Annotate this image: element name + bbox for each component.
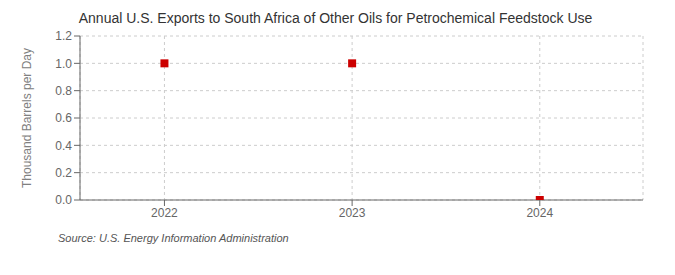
html-text:Source: U.S. Energy Informatio: Source: U.S. Energy Information Administ… (58, 232, 289, 244)
svg-text:0.6: 0.6 (55, 111, 72, 125)
svg-text:0.2: 0.2 (55, 166, 72, 180)
svg-text:1.0: 1.0 (55, 57, 72, 71)
svg-text:0.0: 0.0 (55, 193, 72, 207)
html-text:Annual U.S. Exports to South A: Annual U.S. Exports to South Africa of O… (78, 10, 593, 26)
svg-text:0.4: 0.4 (55, 139, 72, 153)
svg-text:2024: 2024 (526, 206, 553, 220)
svg-text:2023: 2023 (339, 206, 366, 220)
svg-text:2022: 2022 (151, 206, 178, 220)
svg-text:1.2: 1.2 (55, 29, 72, 43)
svg-text:Thousand Barrels per Day: Thousand Barrels per Day (20, 48, 34, 188)
svg-text:0.8: 0.8 (55, 84, 72, 98)
